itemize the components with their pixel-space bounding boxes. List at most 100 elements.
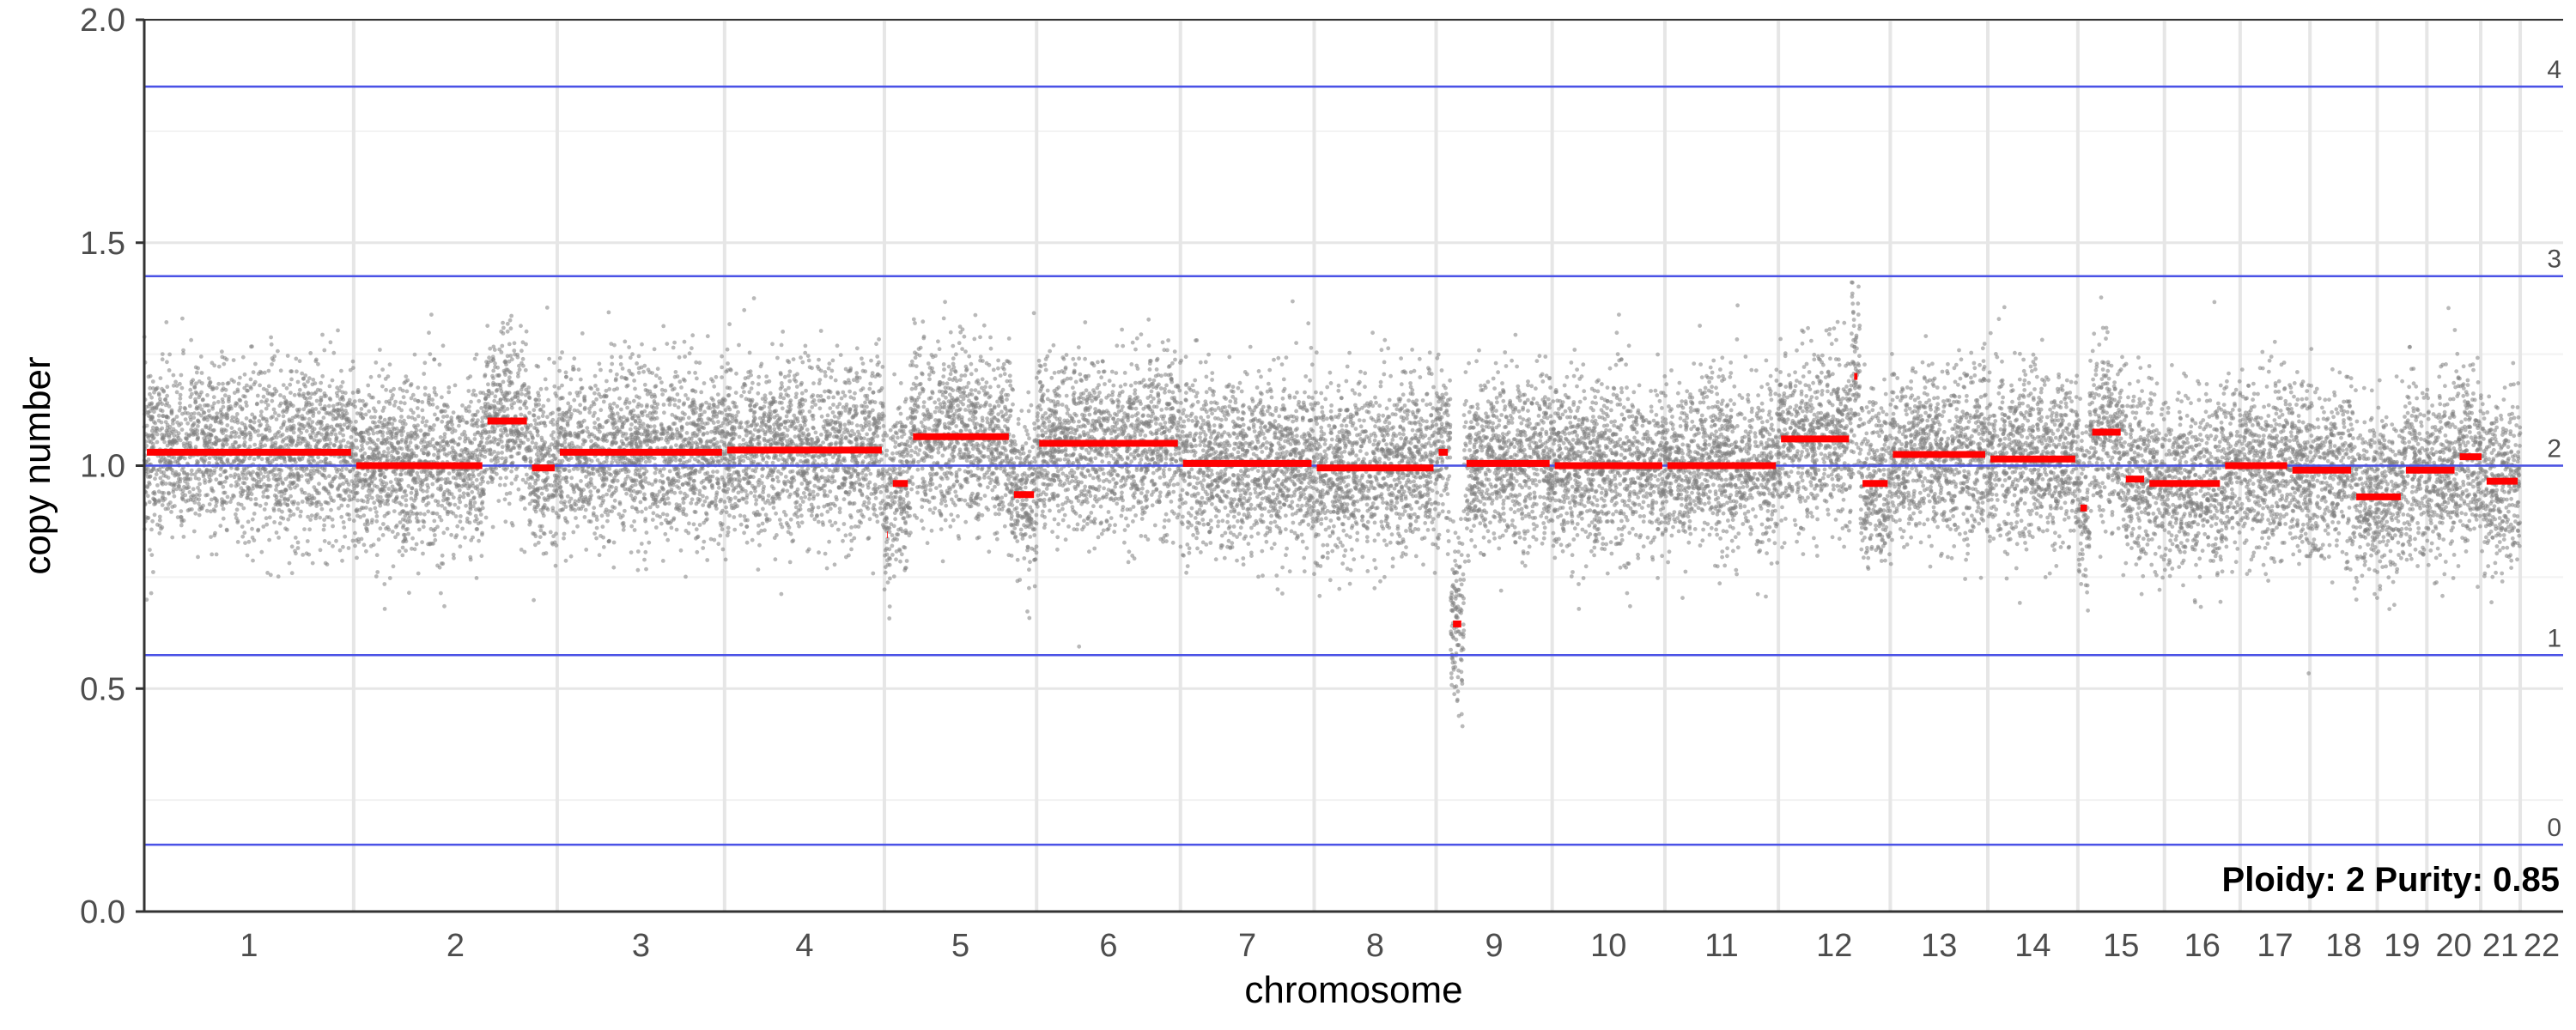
bin-point bbox=[722, 500, 727, 504]
bin-point bbox=[678, 490, 683, 495]
bin-point bbox=[346, 546, 351, 550]
bin-point bbox=[281, 409, 285, 415]
bin-point bbox=[650, 492, 655, 496]
bin-point bbox=[447, 501, 453, 506]
bin-point bbox=[269, 342, 274, 347]
bin-point bbox=[509, 405, 514, 410]
bin-point bbox=[651, 511, 656, 516]
bin-point bbox=[638, 443, 643, 447]
bin-point bbox=[642, 557, 647, 562]
bin-point bbox=[447, 385, 452, 390]
bin-point bbox=[372, 500, 377, 506]
bin-point bbox=[369, 489, 374, 494]
bin-point bbox=[272, 386, 277, 391]
bin-point bbox=[258, 503, 263, 508]
bin-point bbox=[331, 524, 335, 529]
bin-point bbox=[188, 415, 193, 420]
bin-point bbox=[462, 429, 467, 434]
bin-point bbox=[220, 388, 225, 393]
bin-point bbox=[157, 530, 162, 536]
bin-point bbox=[703, 421, 708, 427]
bin-point bbox=[672, 403, 677, 408]
bin-point bbox=[156, 498, 161, 503]
bin-point bbox=[388, 480, 393, 484]
bin-point bbox=[325, 515, 330, 519]
bin-point bbox=[214, 436, 219, 440]
bin-point bbox=[615, 411, 620, 416]
bin-point bbox=[595, 387, 600, 392]
bin-point bbox=[181, 535, 186, 539]
bin-point bbox=[404, 374, 409, 379]
bin-point bbox=[534, 363, 539, 368]
bin-point bbox=[568, 407, 572, 412]
bin-point bbox=[677, 354, 682, 360]
bin-point bbox=[665, 342, 670, 346]
bin-point bbox=[450, 445, 455, 451]
bin-point bbox=[317, 491, 322, 495]
bin-point bbox=[232, 391, 237, 396]
bin-point bbox=[397, 548, 402, 554]
bin-point bbox=[253, 497, 258, 501]
bin-point bbox=[583, 456, 587, 460]
bin-point bbox=[259, 549, 264, 554]
bin-point bbox=[343, 534, 348, 539]
bin-point bbox=[153, 476, 157, 482]
bin-point bbox=[393, 399, 398, 404]
bin-point bbox=[573, 499, 578, 504]
bin-point bbox=[215, 457, 220, 462]
bin-point bbox=[548, 530, 553, 535]
bin-point bbox=[197, 493, 202, 498]
bin-point bbox=[359, 536, 364, 542]
bin-point bbox=[491, 368, 496, 373]
bin-point bbox=[598, 473, 602, 477]
bin-point bbox=[503, 373, 507, 377]
bin-point bbox=[720, 354, 724, 359]
bin-point bbox=[375, 438, 380, 442]
bin-point bbox=[233, 439, 238, 445]
bin-point bbox=[308, 477, 313, 482]
bin-point bbox=[446, 404, 450, 409]
bin-point bbox=[244, 403, 249, 409]
bin-point bbox=[665, 512, 670, 518]
bin-point bbox=[492, 398, 497, 403]
bin-point bbox=[354, 419, 358, 424]
bin-point bbox=[187, 490, 192, 494]
bin-point bbox=[398, 520, 403, 524]
bin-point bbox=[321, 459, 326, 464]
bin-point bbox=[353, 473, 358, 478]
bin-point bbox=[640, 509, 644, 514]
bin-point bbox=[637, 439, 642, 444]
bin-point bbox=[264, 516, 269, 521]
bin-point bbox=[347, 423, 352, 428]
bin-point bbox=[413, 436, 417, 441]
bin-point bbox=[556, 385, 562, 391]
bin-point bbox=[449, 510, 453, 514]
bin-point bbox=[281, 414, 286, 419]
bin-point bbox=[279, 468, 284, 473]
bin-point bbox=[179, 385, 185, 391]
bin-point bbox=[300, 371, 305, 376]
bin-point bbox=[164, 414, 169, 419]
bin-point bbox=[534, 451, 539, 457]
bin-point bbox=[509, 481, 514, 486]
bin-point bbox=[319, 459, 323, 464]
bin-point bbox=[351, 518, 356, 524]
bin-point bbox=[179, 509, 184, 513]
bin-point bbox=[554, 394, 559, 398]
bin-point bbox=[145, 494, 150, 499]
bin-point bbox=[462, 482, 466, 488]
bin-point bbox=[304, 472, 309, 477]
bin-point bbox=[270, 392, 275, 397]
bin-point bbox=[256, 527, 261, 532]
bin-point bbox=[657, 489, 662, 494]
bin-point bbox=[288, 513, 293, 518]
bin-point bbox=[586, 470, 591, 475]
bin-point bbox=[253, 502, 258, 506]
bin-point bbox=[194, 381, 198, 386]
bin-point bbox=[499, 329, 504, 334]
bin-point bbox=[479, 501, 484, 506]
bin-point bbox=[515, 354, 520, 360]
bin-point bbox=[458, 436, 462, 441]
bin-point bbox=[720, 527, 725, 532]
bin-point bbox=[331, 403, 336, 409]
